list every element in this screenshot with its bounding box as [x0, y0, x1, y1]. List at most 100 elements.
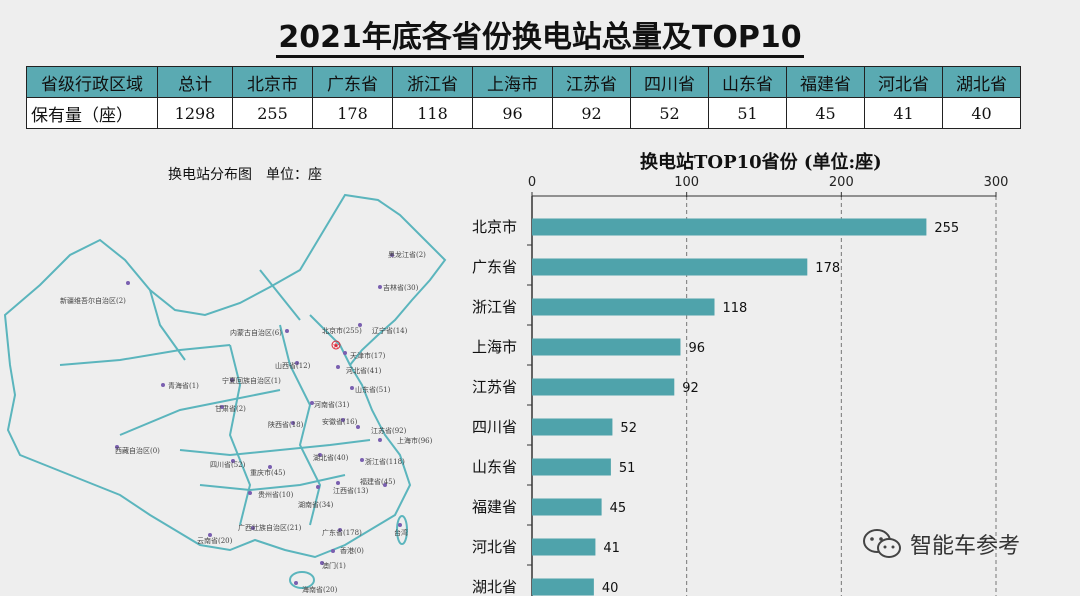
map-islands — [289, 515, 408, 589]
bar — [532, 418, 613, 436]
map-label: 新疆维吾尔自治区(2) — [60, 296, 126, 305]
data-label: 51 — [619, 461, 636, 476]
data-label: 41 — [603, 541, 620, 556]
x-tick-label: 0 — [528, 175, 536, 190]
map-label: 湖北省(40) — [313, 453, 349, 462]
watermark: 智能车参考 — [862, 528, 1020, 560]
value-cell: 45 — [786, 97, 865, 129]
data-label: 178 — [815, 261, 840, 276]
watermark-text: 智能车参考 — [910, 534, 1021, 559]
map-label: 河南省(31) — [314, 400, 350, 409]
map-label: 四川省(52) — [210, 460, 246, 469]
bar — [532, 378, 675, 396]
header-cell: 上海市 — [472, 66, 553, 98]
bar — [532, 338, 681, 356]
taiwan-island — [396, 515, 408, 545]
map-label: 江苏省(92) — [371, 426, 407, 435]
category-label: 北京市 — [472, 218, 517, 236]
map-label: 福建省(45) — [360, 477, 396, 486]
header-cell: 省级行政区域 — [26, 66, 158, 98]
map-label: 北京市(255) — [322, 326, 362, 335]
header-cell: 福建省 — [786, 66, 865, 98]
map-label: 浙江省(118) — [365, 457, 405, 466]
map-label: 澳门(1) — [322, 561, 346, 570]
category-label: 四川省 — [472, 418, 517, 436]
bar — [532, 458, 611, 476]
header-cell: 河北省 — [864, 66, 943, 98]
header-cell: 北京市 — [232, 66, 313, 98]
category-label: 江苏省 — [472, 378, 517, 396]
map-label: 海南省(20) — [302, 585, 338, 594]
map-label: 宁夏回族自治区(1) — [222, 376, 281, 385]
summary-table: 省级行政区域 总计 北京市 广东省 浙江省 上海市 江苏省 四川省 山东省 福建… — [26, 66, 1021, 129]
value-cell: 40 — [942, 97, 1021, 129]
map-label: 安徽省(16) — [322, 417, 358, 426]
map-label: 甘肃省(2) — [215, 404, 246, 413]
value-cell: 92 — [552, 97, 631, 129]
svg-text:★: ★ — [332, 341, 339, 350]
data-label: 255 — [934, 221, 959, 236]
value-cell: 52 — [630, 97, 709, 129]
category-label: 上海市 — [472, 338, 517, 356]
header-cell: 江苏省 — [552, 66, 631, 98]
wechat-icon — [863, 529, 901, 558]
map-label: 河北省(41) — [346, 366, 382, 375]
header-cell: 四川省 — [630, 66, 709, 98]
data-label: 52 — [620, 421, 637, 436]
value-cell: 178 — [312, 97, 393, 129]
map-label: 青海省(1) — [168, 381, 199, 390]
map-label: 广东省(178) — [322, 528, 362, 537]
map-label: 云南省(20) — [197, 536, 233, 545]
category-label: 湖北省 — [472, 578, 517, 596]
map-label: 黑龙江省(2) — [388, 250, 426, 259]
summary-header-row: 省级行政区域 总计 北京市 广东省 浙江省 上海市 江苏省 四川省 山东省 福建… — [26, 66, 1021, 98]
x-tick-label: 300 — [984, 175, 1009, 190]
bar — [532, 498, 602, 516]
map-label: 广西壮族自治区(21) — [238, 523, 302, 532]
map-label: 山东省(51) — [355, 385, 391, 394]
bar — [532, 298, 715, 316]
data-label: 118 — [723, 301, 748, 316]
map-label: 香港(0) — [340, 546, 364, 555]
map-label: 吉林省(30) — [383, 283, 419, 292]
map-label: 陕西省(18) — [268, 420, 304, 429]
bar — [532, 538, 596, 556]
x-tick-label: 100 — [674, 175, 699, 190]
bar — [532, 218, 927, 236]
data-label: 92 — [682, 381, 699, 396]
value-cell: 41 — [864, 97, 943, 129]
top10-bar-chart: 0 100 200 300 北京市 255 广东省 178 浙江省 118 上海市 96 江苏省 92 四川… — [472, 175, 1009, 596]
map-markers — [115, 253, 402, 585]
map-label: 贵州省(10) — [258, 490, 294, 499]
china-map: ★ 新疆维吾尔自治区(2) 黑龙江省(2) 吉林省(30) 辽宁省(14) 内蒙… — [3, 193, 447, 594]
map-label: 天津市(17) — [350, 351, 386, 360]
summary-value-row: 保有量（座） 1298 255 178 118 96 92 52 51 45 4… — [26, 97, 1021, 129]
data-label: 45 — [610, 501, 627, 516]
chart-title: 换电站TOP10省份 (单位:座) — [640, 152, 882, 173]
beijing-star-icon: ★ — [331, 340, 341, 350]
category-label: 河北省 — [472, 538, 517, 556]
value-cell: 1298 — [157, 97, 233, 129]
value-cell: 51 — [708, 97, 787, 129]
bar — [532, 258, 808, 276]
data-label: 96 — [688, 341, 705, 356]
map-label: 山西省(12) — [275, 361, 311, 370]
bar — [532, 578, 594, 596]
value-cell: 118 — [392, 97, 473, 129]
x-tick-label: 200 — [829, 175, 854, 190]
category-label: 广东省 — [472, 258, 517, 276]
header-cell: 山东省 — [708, 66, 787, 98]
map-label: 湖南省(34) — [298, 500, 334, 509]
map-label: 辽宁省(14) — [372, 326, 408, 335]
map-title: 换电站分布图 单位：座 — [168, 167, 322, 183]
value-cell: 255 — [232, 97, 313, 129]
map-label: 重庆市(45) — [250, 468, 286, 477]
header-cell: 总计 — [157, 66, 233, 98]
header-cell: 广东省 — [312, 66, 393, 98]
header-cell: 浙江省 — [392, 66, 473, 98]
page-title: 2021年底各省份换电站总量及TOP10 — [0, 12, 1080, 58]
map-label: 内蒙古自治区(6) — [230, 328, 282, 337]
value-cell: 保有量（座） — [26, 97, 158, 129]
hainan-island — [289, 571, 315, 589]
data-label: 40 — [602, 581, 619, 596]
